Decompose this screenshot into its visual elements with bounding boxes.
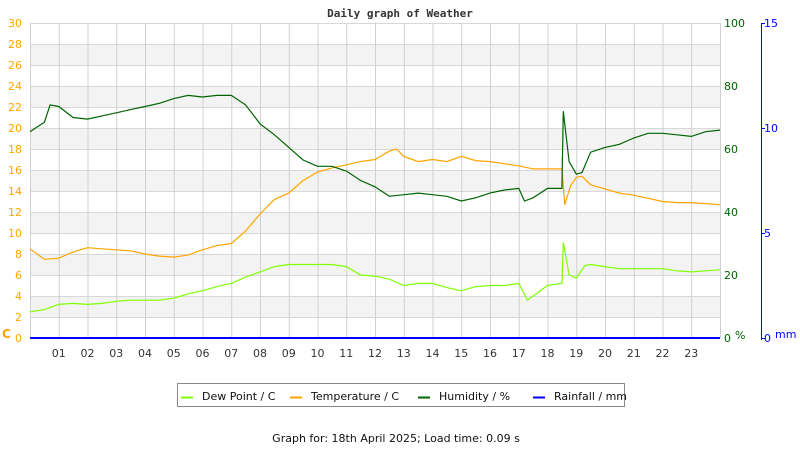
x-tick-label: 05 — [167, 347, 181, 360]
x-tick-label: 06 — [196, 347, 210, 360]
humidity-tick-label: 0 — [724, 332, 731, 345]
rainfall-axis-label: mm — [775, 328, 796, 341]
x-tick-label: 16 — [483, 347, 497, 360]
series-line-humidity — [29, 94, 721, 202]
humidity-tick-label: 40 — [724, 206, 738, 219]
humidity-tick-label: 100 — [724, 17, 745, 30]
rainfall-tick-label: 5 — [764, 227, 771, 240]
left-tick-label: 16 — [8, 164, 22, 177]
rainfall-tick-label: 0 — [764, 332, 771, 345]
left-tick-label: 18 — [8, 143, 22, 156]
left-tick-label: 28 — [8, 38, 22, 51]
series-lines — [29, 94, 721, 339]
x-tick-label: 04 — [138, 347, 152, 360]
x-tick-label: 02 — [81, 347, 95, 360]
x-tick-label: 21 — [627, 347, 641, 360]
left-tick-label: 10 — [8, 227, 22, 240]
left-tick-label: 30 — [8, 17, 22, 30]
x-tick-label: 19 — [569, 347, 583, 360]
left-tick-label: 0 — [15, 332, 22, 345]
legend-label: Dew Point / C — [202, 390, 276, 403]
legend-label: Rainfall / mm — [554, 390, 627, 403]
series-line-dew — [29, 242, 721, 313]
left-axis-label: C — [2, 327, 11, 341]
left-tick-label: 2 — [15, 311, 22, 324]
left-tick-label: 12 — [8, 206, 22, 219]
x-tick-label: 08 — [253, 347, 267, 360]
left-tick-label: 14 — [8, 185, 22, 198]
left-tick-label: 24 — [8, 80, 22, 93]
left-tick-label: 8 — [15, 248, 22, 261]
legend: Dew Point / C Temperature / C Humidity / %… — [177, 383, 627, 407]
x-tick-label: 11 — [339, 347, 353, 360]
x-tick-label: 17 — [512, 347, 526, 360]
series-line-temperature — [29, 148, 721, 260]
humidity-tick-label: 60 — [724, 143, 738, 156]
left-tick-label: 26 — [8, 59, 22, 72]
x-tick-label: 22 — [656, 347, 670, 360]
x-tick-label: 13 — [397, 347, 411, 360]
x-tick-label: 09 — [282, 347, 296, 360]
x-tick-label: 01 — [52, 347, 66, 360]
legend-label: Temperature / C — [310, 390, 399, 403]
footer-text: Graph for: 18th April 2025; Load time: 0… — [272, 432, 520, 445]
left-tick-label: 20 — [8, 122, 22, 135]
x-axis-ticks: 01 02 03 04 05 06 07 08 09 10 11 12 13 14 15 16 17 18 19 20… — [52, 347, 699, 360]
x-tick-label: 18 — [541, 347, 555, 360]
left-tick-label: 4 — [15, 290, 22, 303]
humidity-axis-label: % — [735, 329, 745, 342]
legend-label: Humidity / % — [439, 390, 510, 403]
rainfall-axis: 0 5 10 15 — [761, 17, 778, 345]
rainfall-tick-label: 10 — [764, 122, 778, 135]
x-tick-label: 03 — [109, 347, 123, 360]
chart-title: Daily graph of Weather — [327, 7, 473, 20]
rainfall-tick-label: 15 — [764, 17, 778, 30]
x-tick-label: 10 — [311, 347, 325, 360]
left-tick-label: 6 — [15, 269, 22, 282]
left-tick-label: 22 — [8, 101, 22, 114]
x-tick-label: 20 — [598, 347, 612, 360]
x-tick-label: 14 — [426, 347, 440, 360]
x-tick-label: 07 — [224, 347, 238, 360]
x-tick-label: 23 — [684, 347, 698, 360]
gridlines — [30, 23, 721, 339]
humidity-tick-label: 20 — [724, 269, 738, 282]
x-tick-label: 15 — [454, 347, 468, 360]
humidity-tick-label: 80 — [724, 80, 738, 93]
humidity-axis-ticks: 0 20 40 60 80 100 — [724, 17, 745, 345]
x-tick-label: 12 — [368, 347, 382, 360]
